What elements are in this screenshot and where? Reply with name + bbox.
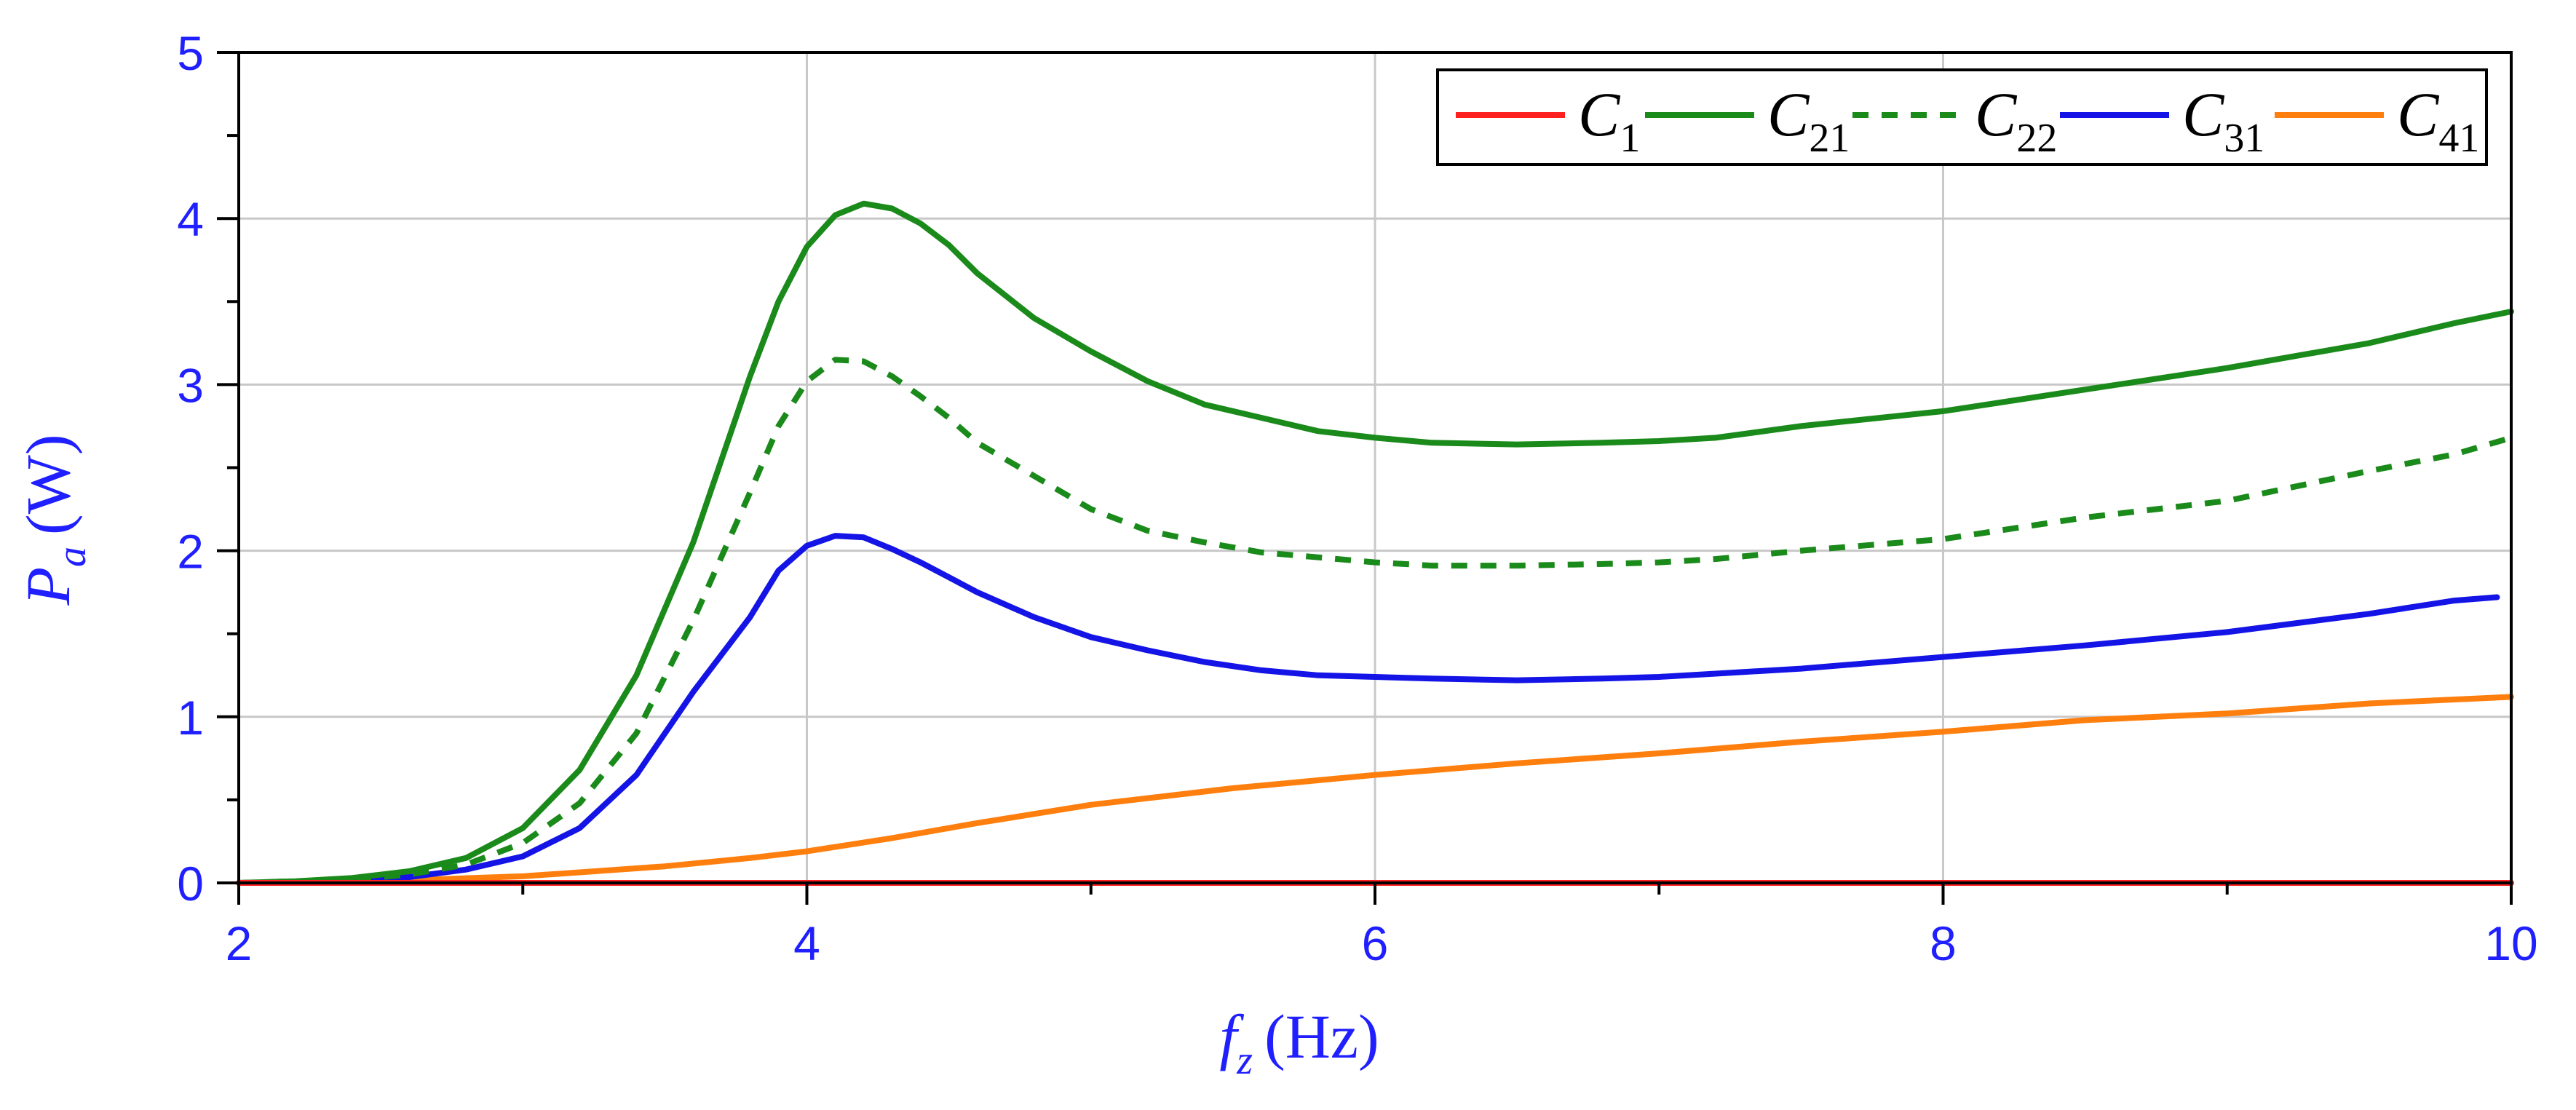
- x-tick-label: 10: [2484, 916, 2537, 970]
- grid-lines: [239, 52, 2511, 883]
- legend-label-c41: C41: [2397, 79, 2479, 161]
- legend-label-c1: C1: [1578, 79, 1640, 161]
- x-tick-label: 2: [226, 916, 253, 970]
- legend-label-c22: C22: [1975, 79, 2057, 161]
- y-axis-subscript: a: [49, 547, 95, 567]
- series-line-c31: [236, 533, 2500, 886]
- y-tick-label: 3: [177, 358, 204, 412]
- legend-label-c31: C31: [2182, 79, 2264, 161]
- legend-label-c21: C21: [1767, 79, 1850, 161]
- y-tick-label: 2: [177, 525, 204, 579]
- series-line-c41: [236, 694, 2514, 886]
- x-tick-label: 8: [1930, 916, 1957, 970]
- y-axis-unit: (W): [13, 435, 83, 535]
- y-tick-label: 1: [177, 691, 204, 745]
- x-tick-label: 6: [1362, 916, 1389, 970]
- series-line-c21: [236, 200, 2514, 886]
- x-axis-unit: (Hz): [1264, 1002, 1379, 1071]
- y-axis-symbol: P: [13, 567, 83, 606]
- series-line-c22: [238, 357, 2513, 886]
- y-axis-label: Pa (W): [13, 435, 95, 606]
- x-tick-label: 4: [793, 916, 820, 970]
- y-tick-label: 5: [177, 26, 204, 80]
- svg-text:Pa(W): Pa (W): [13, 435, 95, 606]
- svg-text:fz(Hz): fz (Hz): [1219, 1002, 1379, 1083]
- x-axis-subscript: z: [1236, 1038, 1253, 1083]
- x-axis-label: fz (Hz): [1219, 1002, 1379, 1083]
- axis-ticks: [217, 51, 2513, 905]
- legend: C1 C21 C22 C31 C41: [1436, 68, 2488, 166]
- tick-labels: 2 4 6 8 10 0 1 2 3 4 5: [177, 26, 2537, 970]
- y-tick-label: 0: [177, 857, 204, 911]
- y-tick-label: 4: [177, 192, 204, 246]
